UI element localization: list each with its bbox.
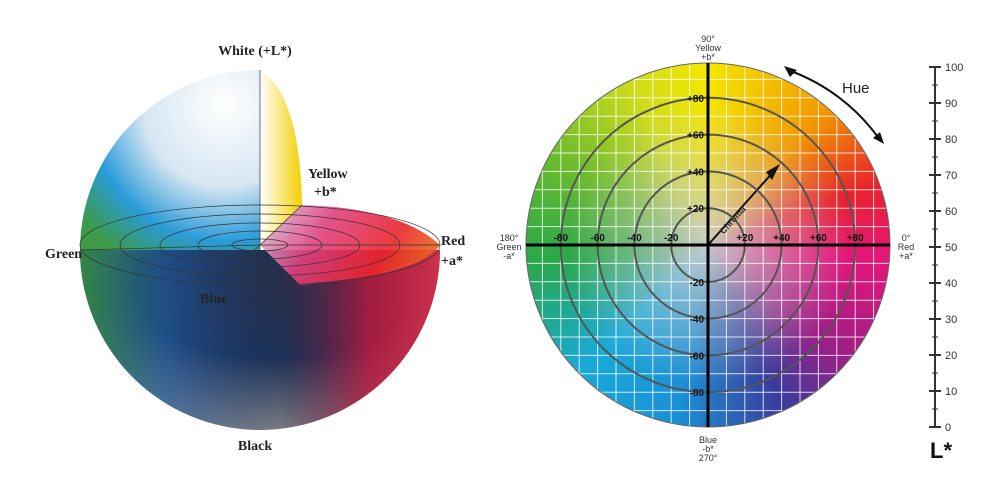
edge-label: 270° xyxy=(699,453,718,463)
tick-label: 100 xyxy=(945,62,963,74)
axis-tick-label: +80 xyxy=(847,233,864,244)
axis-tick-label: +40 xyxy=(687,167,704,178)
sphere-label: Green xyxy=(45,247,82,262)
equator-rings xyxy=(79,70,441,291)
axis-tick-label: +80 xyxy=(687,94,704,105)
hue-arrow-head xyxy=(873,132,884,144)
axis-tick-label: -40 xyxy=(627,233,642,244)
sphere-label: Yellow xyxy=(308,167,349,182)
tick-label: 90 xyxy=(945,98,957,110)
edge-label: +b* xyxy=(701,52,715,62)
tick-label: 50 xyxy=(945,242,957,254)
sphere-label: +a* xyxy=(441,254,463,269)
chroma-arrow-head xyxy=(766,164,780,180)
sphere-label: Black xyxy=(238,439,272,454)
axis-tick-label: -80 xyxy=(554,233,569,244)
axis-tick-label: +20 xyxy=(687,204,704,215)
sphere-label: Blue xyxy=(200,292,227,307)
tick-label: 20 xyxy=(945,350,957,362)
axis-tick-label: -20 xyxy=(664,233,679,244)
edge-label: Yellow xyxy=(695,43,721,53)
axis-tick-label: -40 xyxy=(690,315,705,326)
axis-tick-label: -80 xyxy=(690,388,705,399)
upper-quarter xyxy=(80,70,260,250)
edge-label: -b* xyxy=(702,444,714,454)
hue-arrow xyxy=(787,69,881,141)
edge-label: Red xyxy=(898,242,915,252)
tick-label: 0 xyxy=(945,422,951,434)
edge-label: +a* xyxy=(899,251,913,261)
chroma-arrow xyxy=(707,169,776,246)
tick-label: 70 xyxy=(945,170,957,182)
axis-tick-label: +60 xyxy=(810,233,827,244)
edge-label: 0° xyxy=(902,233,911,243)
tick-label: 30 xyxy=(945,314,957,326)
hue-label: Hue xyxy=(842,80,870,97)
tick-label: 10 xyxy=(945,386,957,398)
tick-label: 80 xyxy=(945,134,957,146)
edge-label: 180° xyxy=(500,233,519,243)
sphere-label: Red xyxy=(441,234,465,249)
edge-label: Green xyxy=(496,242,521,252)
color-sphere xyxy=(79,70,441,430)
axis-tick-label: -60 xyxy=(590,233,605,244)
edge-label: -a* xyxy=(503,251,515,261)
tick-label: 60 xyxy=(945,206,957,218)
axis-tick-label: +20 xyxy=(736,233,753,244)
axis-tick-label: +40 xyxy=(773,233,790,244)
lightness-label: L* xyxy=(930,438,952,463)
axis-tick-label: -60 xyxy=(690,351,705,362)
tick-label: 40 xyxy=(945,278,957,290)
sphere-label: White (+L*) xyxy=(218,44,292,59)
axis-tick-label: -20 xyxy=(690,278,705,289)
edge-label: Blue xyxy=(699,435,717,445)
edge-label: 90° xyxy=(701,34,715,44)
axis-tick-label: +60 xyxy=(687,131,704,142)
lower-hemisphere-tint xyxy=(80,250,440,430)
hue-arrow-head xyxy=(784,66,797,77)
sphere-label: +b* xyxy=(314,185,337,200)
